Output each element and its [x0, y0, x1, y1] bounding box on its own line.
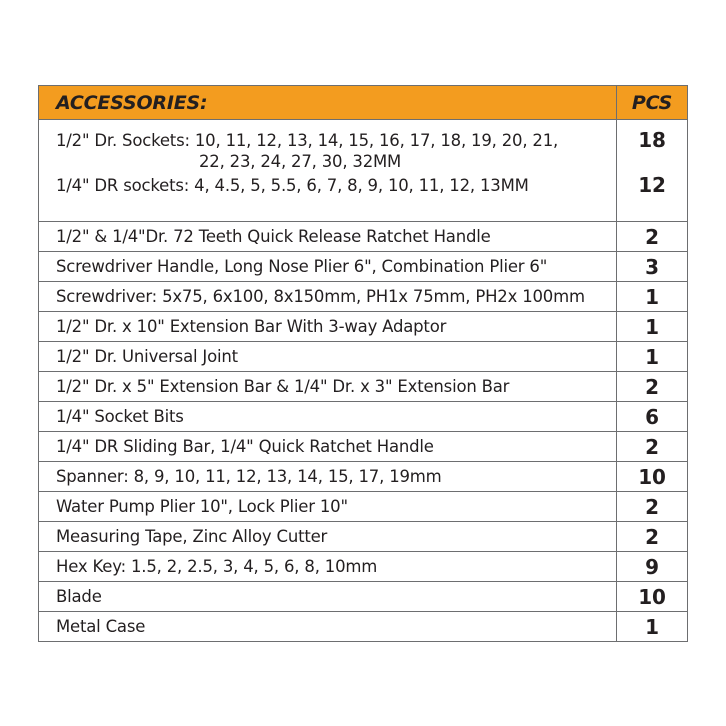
pcs-cell: 1: [616, 311, 688, 342]
item-cell: 1/2" Dr. x 5" Extension Bar & 1/4" Dr. x…: [38, 371, 617, 402]
item-cell: Measuring Tape, Zinc Alloy Cutter: [38, 521, 617, 552]
table-row: 1/2" & 1/4"Dr. 72 Teeth Quick Release Ra…: [38, 221, 688, 252]
item-cell: 1/2" Dr. Universal Joint: [38, 341, 617, 372]
header-accessories: ACCESSORIES:: [38, 85, 617, 120]
pcs-cell: 2: [616, 491, 688, 522]
pcs-cell: 1: [616, 341, 688, 372]
table-row: Metal Case 1: [38, 611, 688, 642]
pcs-cell: 1: [616, 611, 688, 642]
table-row: Screwdriver: 5x75, 6x100, 8x150mm, PH1x …: [38, 281, 688, 312]
pcs-cell: 3: [616, 251, 688, 282]
accessories-table: ACCESSORIES: PCS 1/2" Dr. Sockets: 10, 1…: [38, 85, 688, 642]
pcs-cell: 2: [616, 521, 688, 552]
item-line: 1/4" DR sockets: 4, 4.5, 5, 5.5, 6, 7, 8…: [56, 176, 529, 195]
pcs-cell: 2: [616, 221, 688, 252]
pcs-value: 12: [638, 173, 666, 197]
table-row: 1/2" Dr. Universal Joint 1: [38, 341, 688, 372]
table-row: Blade 10: [38, 581, 688, 612]
pcs-cell: 6: [616, 401, 688, 432]
item-cell: 1/4" Socket Bits: [38, 401, 617, 432]
item-cell: Screwdriver: 5x75, 6x100, 8x150mm, PH1x …: [38, 281, 617, 312]
pcs-cell: 9: [616, 551, 688, 582]
table-row: Hex Key: 1.5, 2, 2.5, 3, 4, 5, 6, 8, 10m…: [38, 551, 688, 582]
item-cell: 1/4" DR Sliding Bar, 1/4" Quick Ratchet …: [38, 431, 617, 462]
table-row: Measuring Tape, Zinc Alloy Cutter 2: [38, 521, 688, 552]
header-pcs: PCS: [616, 85, 688, 120]
table-row: 1/2" Dr. x 5" Extension Bar & 1/4" Dr. x…: [38, 371, 688, 402]
table-row: 1/4" DR Sliding Bar, 1/4" Quick Ratchet …: [38, 431, 688, 462]
pcs-cell: 10: [616, 581, 688, 612]
pcs-value: 18: [638, 128, 666, 152]
item-cell: 1/2" Dr. x 10" Extension Bar With 3-way …: [38, 311, 617, 342]
item-cell: 1/2" & 1/4"Dr. 72 Teeth Quick Release Ra…: [38, 221, 617, 252]
item-cell: Metal Case: [38, 611, 617, 642]
item-cell: 1/2" Dr. Sockets: 10, 11, 12, 13, 14, 15…: [38, 119, 617, 222]
table-row: 1/2" Dr. Sockets: 10, 11, 12, 13, 14, 15…: [38, 119, 688, 222]
item-line: 22, 23, 24, 27, 30, 32MM: [199, 152, 402, 171]
table-row: Water Pump Plier 10", Lock Plier 10" 2: [38, 491, 688, 522]
item-cell: Water Pump Plier 10", Lock Plier 10": [38, 491, 617, 522]
item-cell: Spanner: 8, 9, 10, 11, 12, 13, 14, 15, 1…: [38, 461, 617, 492]
pcs-cell: 10: [616, 461, 688, 492]
table-row: 1/2" Dr. x 10" Extension Bar With 3-way …: [38, 311, 688, 342]
item-cell: Hex Key: 1.5, 2, 2.5, 3, 4, 5, 6, 8, 10m…: [38, 551, 617, 582]
pcs-cell: 2: [616, 431, 688, 462]
item-cell: Screwdriver Handle, Long Nose Plier 6", …: [38, 251, 617, 282]
pcs-cell: 1: [616, 281, 688, 312]
header-row: ACCESSORIES: PCS: [38, 85, 688, 120]
table-row: Spanner: 8, 9, 10, 11, 12, 13, 14, 15, 1…: [38, 461, 688, 492]
item-line: 1/2" Dr. Sockets: 10, 11, 12, 13, 14, 15…: [56, 131, 559, 150]
table-row: Screwdriver Handle, Long Nose Plier 6", …: [38, 251, 688, 282]
table-row: 1/4" Socket Bits 6: [38, 401, 688, 432]
pcs-cell: 18 12: [616, 119, 688, 222]
pcs-cell: 2: [616, 371, 688, 402]
item-cell: Blade: [38, 581, 617, 612]
